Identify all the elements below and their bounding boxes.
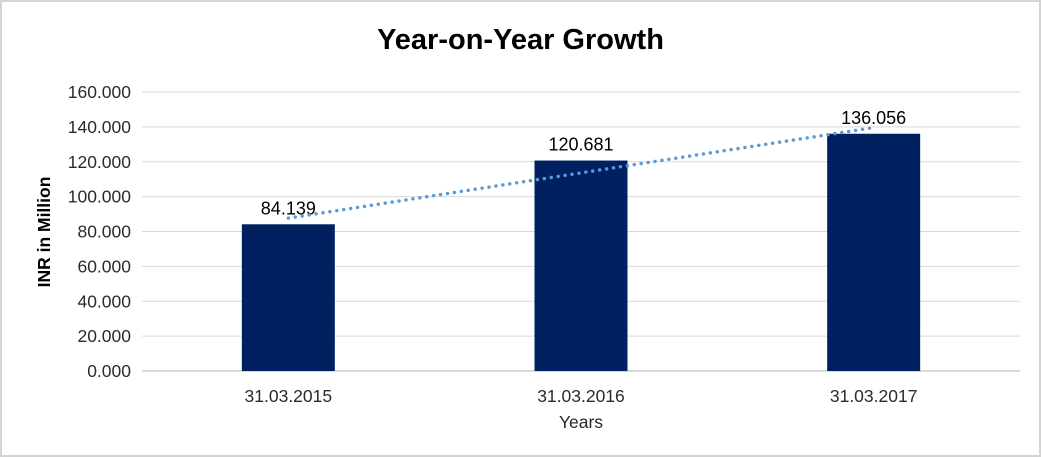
y-tick-label: 40.000 xyxy=(77,291,131,311)
y-tick-label: 120.000 xyxy=(68,152,132,172)
x-axis-title: Years xyxy=(558,412,604,432)
bar xyxy=(534,160,628,371)
trendline xyxy=(286,125,876,220)
x-tick-label: 31.03.2015 xyxy=(245,386,333,406)
y-tick-label: 0.000 xyxy=(87,361,131,381)
bar xyxy=(241,224,335,371)
y-axis-title: INR in Million xyxy=(34,176,54,288)
y-tick-label: 160.000 xyxy=(68,82,132,102)
y-tick-label: 100.000 xyxy=(68,187,132,207)
y-tick-label: 60.000 xyxy=(77,256,131,276)
bar xyxy=(827,133,921,371)
y-tick-label: 20.000 xyxy=(77,326,131,346)
bar-value-label: 84.139 xyxy=(261,198,316,218)
bar-value-label: 120.681 xyxy=(548,135,613,155)
x-tick-label: 31.03.2017 xyxy=(830,386,918,406)
y-tick-label: 140.000 xyxy=(68,117,132,137)
x-tick-label: 31.03.2016 xyxy=(537,386,625,406)
chart-title: Year-on-Year Growth xyxy=(377,24,664,56)
y-tick-label: 80.000 xyxy=(77,222,131,242)
bar-value-label: 136.056 xyxy=(841,108,906,128)
